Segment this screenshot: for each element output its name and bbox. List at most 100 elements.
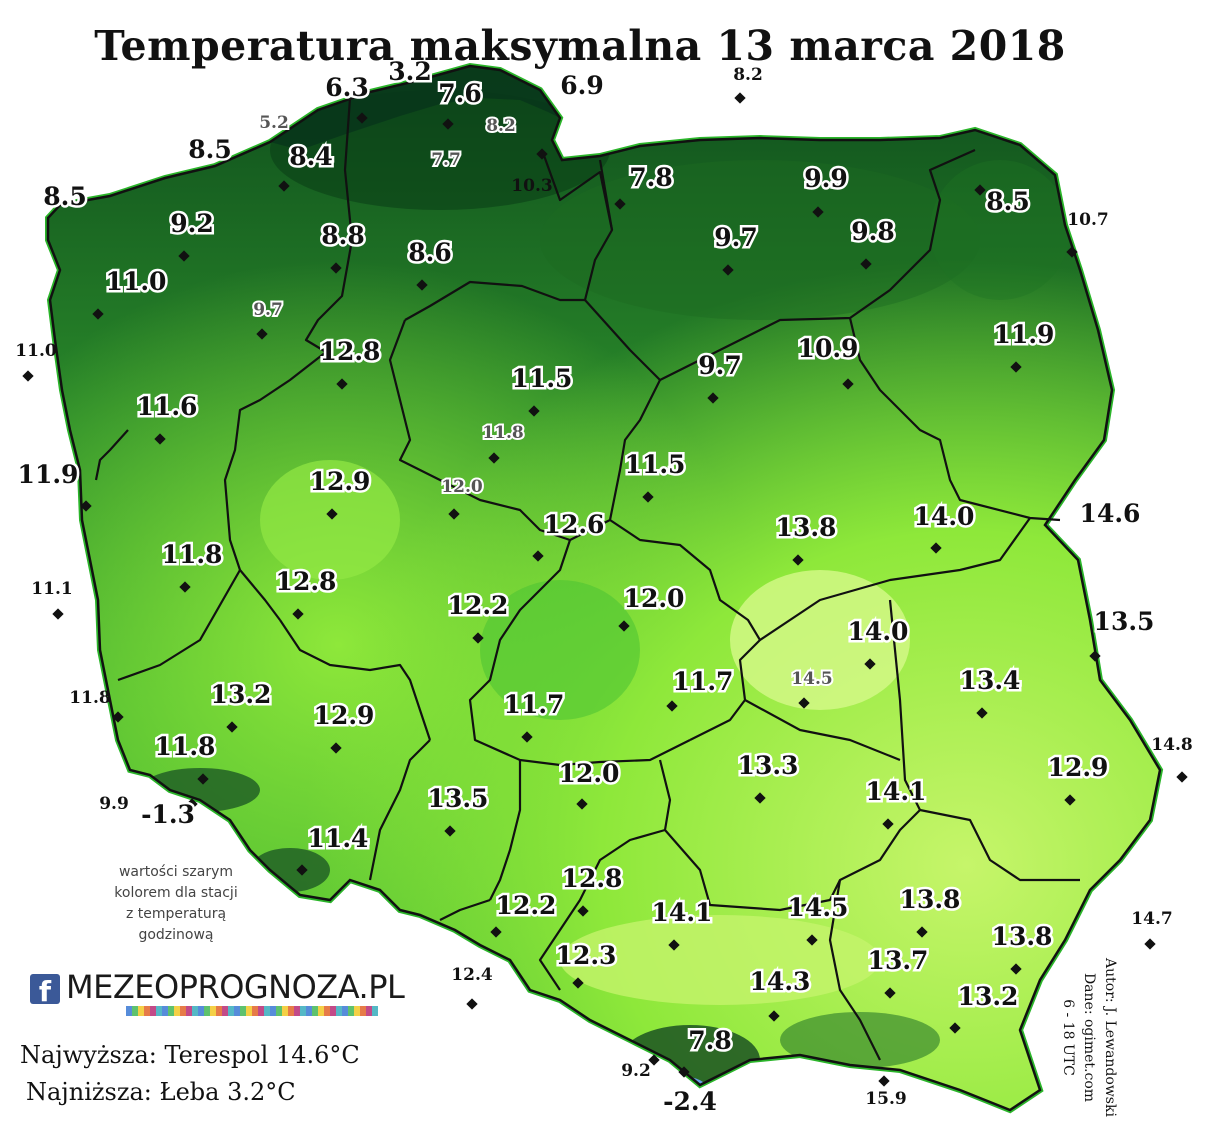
station-temperature: 12.6 [544, 510, 605, 539]
station-temperature: 11.4 [308, 824, 369, 853]
station-temperature: 11.8 [155, 732, 216, 761]
station-marker [532, 550, 544, 562]
station-temperature: 10.9 [798, 334, 859, 363]
station-temperature: 14.6 [1080, 499, 1141, 528]
station-temperature: 13.7 [868, 946, 929, 975]
station-temperature: 9.7 [714, 223, 758, 252]
station-temperature: 13.8 [992, 922, 1053, 951]
station-marker [330, 262, 342, 274]
station-marker [186, 798, 198, 810]
station-marker [976, 707, 988, 719]
station-marker [754, 792, 766, 804]
station-temperature: 9.7 [253, 300, 283, 320]
station-marker [444, 825, 456, 837]
station-marker [878, 1075, 890, 1087]
station-marker [336, 378, 348, 390]
station-temperature: 14.0 [848, 617, 909, 646]
station-temperature: 12.3 [556, 941, 617, 970]
station-temperature: -2.4 [663, 1087, 717, 1116]
station-marker [860, 258, 872, 270]
station-temperature: 11.8 [482, 423, 523, 443]
station-marker [521, 731, 533, 743]
credit-hours: 6 - 18 UTC [1060, 999, 1076, 1076]
station-marker [528, 405, 540, 417]
station-temperature: 14.1 [652, 898, 713, 927]
station-temperature: 12.9 [1048, 753, 1109, 782]
station-marker [154, 433, 166, 445]
station-temperature: 11.7 [504, 690, 565, 719]
station-temperature: 13.8 [776, 513, 837, 542]
lowest-temperature: Najniższa: Łeba 3.2°C [26, 1078, 296, 1106]
station-temperature: 7.6 [438, 79, 482, 108]
station-marker [178, 250, 190, 262]
station-temperature: 10.7 [1067, 210, 1108, 230]
station-temperature: 12.4 [451, 965, 493, 985]
note-line: z temperaturą [125, 906, 227, 922]
station-temperature: 12.2 [448, 591, 509, 620]
note-line: wartości szarym [118, 864, 234, 880]
coast-lagoon [270, 66, 560, 150]
station-marker [278, 180, 290, 192]
station-marker [179, 581, 191, 593]
station-marker [572, 977, 584, 989]
station-marker [1010, 963, 1022, 975]
station-temperature: 15.9 [865, 1089, 906, 1109]
station-marker [466, 998, 478, 1010]
station-temperature: 10.3 [511, 176, 552, 196]
logo-color-strip [126, 1006, 378, 1016]
station-temperature: 11.8 [162, 540, 223, 569]
station-temperature: 6.9 [560, 71, 604, 100]
station-temperature: 8.6 [408, 238, 452, 267]
station-temperature: 11.9 [994, 320, 1055, 349]
note-line: godzinową [138, 927, 214, 943]
station-temperature: 14.5 [791, 669, 832, 689]
legend-note: wartości szarym kolorem dla stacji z tem… [86, 862, 266, 946]
station-marker [1176, 771, 1188, 783]
station-temperature: 9.2 [170, 209, 214, 238]
station-temperature: -1.3 [141, 800, 195, 829]
station-temperature: 13.5 [1094, 607, 1155, 636]
station-marker [330, 742, 342, 754]
meteoprognoza-logo[interactable]: f MEZEOPROGNOZA.PL [30, 968, 405, 1022]
facebook-icon[interactable]: f [30, 974, 60, 1008]
station-marker [974, 184, 986, 196]
station-marker [666, 700, 678, 712]
station-temperature: 11.0 [106, 267, 167, 296]
station-marker [734, 92, 746, 104]
station-temperature: 12.8 [276, 567, 337, 596]
station-marker [768, 1010, 780, 1022]
station-temperature: 12.0 [441, 477, 483, 497]
station-temperature: 13.4 [960, 666, 1021, 695]
station-temperature: 13.3 [738, 751, 799, 780]
station-marker [326, 508, 338, 520]
station-markers [22, 92, 1188, 1087]
station-temperature: 11.5 [625, 450, 686, 479]
station-marker [292, 608, 304, 620]
station-temperature: 8.5 [986, 187, 1030, 216]
station-marker [614, 198, 626, 210]
credit-data-source: Dane: ogimet.com [1081, 972, 1097, 1103]
station-temperature: 9.9 [99, 794, 129, 814]
station-marker [812, 206, 824, 218]
station-temperature: 12.0 [624, 584, 685, 613]
station-marker [577, 905, 589, 917]
station-marker [949, 1022, 961, 1034]
station-marker [884, 987, 896, 999]
station-temperature: 13.2 [958, 982, 1019, 1011]
station-temperature: 12.9 [310, 467, 371, 496]
map-title: Temperatura maksymalna 13 marca 2018 [94, 22, 1066, 70]
station-temperature: 7.7 [431, 150, 461, 170]
station-temperature: 3.2 [388, 57, 432, 86]
station-marker [296, 864, 308, 876]
station-temperature: 11.9 [18, 460, 79, 489]
station-temperature: 12.0 [559, 759, 620, 788]
station-marker [1066, 246, 1078, 258]
station-marker [792, 554, 804, 566]
station-temperature: 7.8 [688, 1026, 732, 1055]
logo-text: MEZEOPROGNOZA.PL [66, 968, 405, 1006]
station-temperature: 9.9 [804, 164, 848, 193]
station-temperature: 12.8 [562, 864, 623, 893]
station-temperature: 8.2 [486, 116, 516, 136]
station-marker [416, 279, 428, 291]
station-marker [52, 608, 64, 620]
